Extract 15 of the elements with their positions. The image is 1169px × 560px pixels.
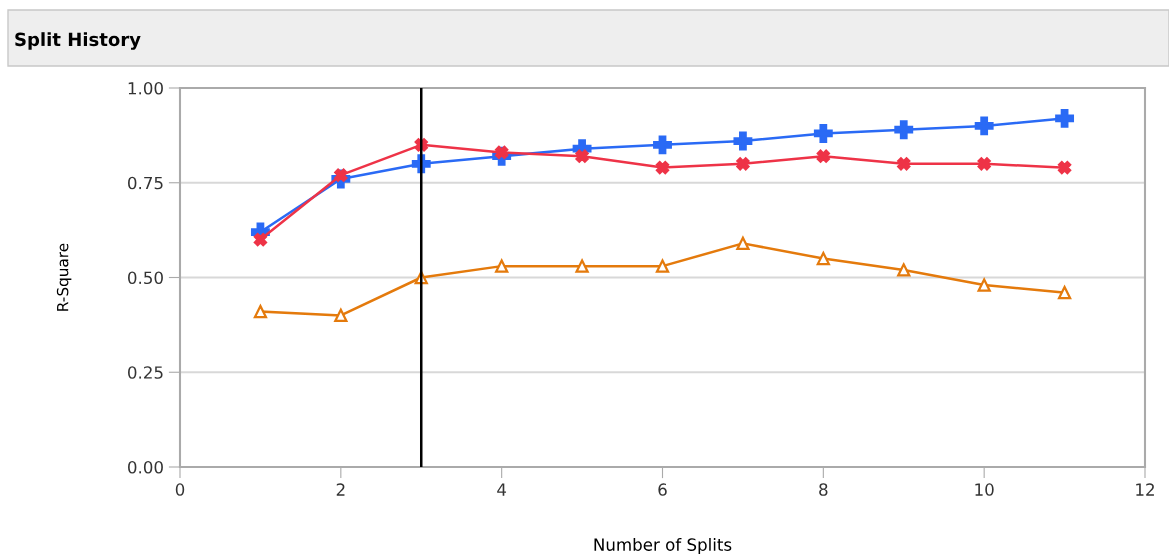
chart-title: Split History bbox=[15, 32, 141, 50]
y-tick-label: 0.75 bbox=[128, 176, 163, 190]
y-tick-label: 0.50 bbox=[128, 271, 163, 285]
x-axis-title: Number of Splits bbox=[594, 537, 732, 555]
x-tick-label: 10 bbox=[975, 483, 994, 496]
y-tick-label: 1.00 bbox=[128, 81, 163, 95]
y-tick-label: 0.25 bbox=[128, 366, 163, 379]
y-tick-label: 0.00 bbox=[128, 460, 163, 474]
x-tick-label: 4 bbox=[497, 483, 507, 496]
x-tick-label: 8 bbox=[819, 483, 828, 496]
x-tick-label: 0 bbox=[175, 483, 185, 496]
x-tick-label: 2 bbox=[336, 483, 345, 496]
x-tick-label: 6 bbox=[658, 483, 667, 496]
y-axis-title: R-Square bbox=[56, 243, 72, 311]
x-tick-label: 12 bbox=[1136, 483, 1154, 496]
